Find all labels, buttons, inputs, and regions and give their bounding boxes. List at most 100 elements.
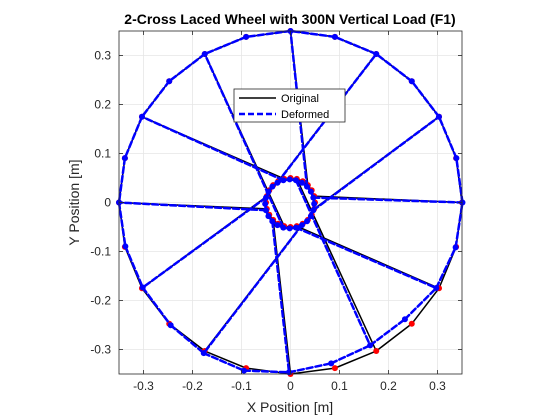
deformed-rim-node bbox=[453, 155, 460, 162]
deformed-rim-node bbox=[331, 33, 338, 40]
deformed-hub-node bbox=[263, 207, 269, 214]
deformed-rim-segment bbox=[333, 35, 378, 56]
deformed-rim-segment bbox=[289, 29, 337, 39]
original-rim-segment bbox=[411, 287, 440, 325]
deformed-hub-node bbox=[307, 213, 314, 220]
deformed-rim-segment bbox=[203, 35, 248, 56]
deformed-spoke bbox=[117, 201, 268, 212]
deformed-rim-segment bbox=[435, 246, 457, 290]
y-axis-label: Y Position [m] bbox=[66, 159, 82, 245]
deformed-spoke bbox=[294, 179, 372, 347]
deformed-rim-segment bbox=[167, 52, 206, 83]
deformed-rim-segment bbox=[287, 362, 333, 374]
deformed-rim-node bbox=[328, 360, 335, 367]
legend-original-label: Original bbox=[281, 93, 319, 105]
deformed-rim-segment bbox=[244, 29, 292, 39]
deformed-rim-segment bbox=[169, 323, 206, 355]
deformed-rim-segment bbox=[403, 286, 438, 321]
deformed-hub-node bbox=[262, 200, 269, 207]
deformed-rim-segment bbox=[202, 351, 246, 372]
y-tick-label: -0.2 bbox=[90, 294, 111, 308]
deformed-hub-node bbox=[292, 224, 299, 231]
deformed-spoke bbox=[271, 220, 291, 374]
deformed-rim-node bbox=[240, 367, 247, 374]
deformed-rim-node bbox=[167, 322, 174, 329]
original-rim-segment bbox=[204, 350, 247, 369]
x-axis-label: X Position [m] bbox=[247, 399, 333, 415]
legend: Original Deformed bbox=[233, 88, 346, 123]
deformed-rim-segment bbox=[329, 344, 372, 365]
deformed-rim-segment bbox=[140, 79, 171, 118]
deformed-rim-segment bbox=[117, 201, 127, 248]
deformed-rim-segment bbox=[141, 286, 172, 327]
deformed-wheel bbox=[116, 28, 466, 376]
deformed-spoke bbox=[294, 226, 438, 290]
deformed-rim-node bbox=[122, 243, 129, 250]
x-tick-label: -0.3 bbox=[133, 379, 154, 393]
deformed-rim-node bbox=[452, 244, 459, 251]
deformed-rim-segment bbox=[124, 245, 145, 289]
x-tick-label: 0.1 bbox=[331, 379, 348, 393]
original-spoke bbox=[296, 178, 377, 352]
deformed-spoke bbox=[203, 52, 285, 229]
legend-box bbox=[233, 88, 346, 123]
deformed-rim-segment bbox=[410, 79, 441, 118]
deformed-hub-node bbox=[280, 224, 287, 231]
legend-deformed-label: Deformed bbox=[281, 109, 329, 121]
deformed-hub-node bbox=[304, 218, 311, 225]
original-rim-segment bbox=[375, 323, 413, 352]
deformed-rim-node bbox=[401, 316, 408, 323]
deformed-rim-segment bbox=[368, 318, 407, 347]
deformed-rim-node bbox=[201, 50, 208, 57]
original-rim-segment bbox=[289, 367, 336, 375]
deformed-hub-node bbox=[286, 176, 293, 183]
x-tick-label: 0.3 bbox=[429, 379, 446, 393]
deformed-hub-node bbox=[311, 200, 318, 207]
deformed-rim-node bbox=[367, 342, 374, 349]
original-rim-segment bbox=[334, 350, 377, 369]
deformed-spoke bbox=[312, 196, 464, 204]
deformed-rim-node bbox=[459, 199, 466, 206]
deformed-hub-node bbox=[292, 177, 299, 184]
grid-lines bbox=[119, 31, 462, 374]
deformed-hub-node bbox=[265, 213, 272, 220]
original-rim-node bbox=[408, 320, 415, 327]
x-tick-label: 0.2 bbox=[380, 379, 397, 393]
deformed-rim-node bbox=[408, 78, 415, 85]
deformed-rim-node bbox=[139, 284, 146, 291]
deformed-hub-node bbox=[274, 222, 281, 229]
x-tick-label: 0 bbox=[287, 379, 294, 393]
deformed-hub-node bbox=[263, 194, 269, 201]
deformed-hub-node bbox=[265, 188, 272, 195]
x-tick-label: -0.1 bbox=[231, 379, 252, 393]
y-tick-label: 0.2 bbox=[94, 98, 111, 112]
original-rim-node bbox=[373, 348, 380, 355]
deformed-rim-node bbox=[138, 113, 145, 120]
deformed-rim-segment bbox=[375, 52, 414, 83]
deformed-hub-node bbox=[310, 207, 317, 214]
deformed-rim-segment bbox=[437, 115, 458, 160]
deformed-spoke bbox=[140, 115, 285, 182]
deformed-rim-node bbox=[200, 350, 207, 357]
deformed-hub-node bbox=[269, 218, 276, 225]
deformed-rim-segment bbox=[123, 115, 144, 160]
deformed-spoke bbox=[141, 196, 268, 289]
deformed-rim-node bbox=[373, 50, 380, 57]
y-tick-label: -0.3 bbox=[90, 343, 111, 357]
deformed-hub-node bbox=[286, 225, 293, 232]
deformed-hub-node bbox=[307, 188, 314, 195]
deformed-rim-segment bbox=[117, 156, 127, 204]
original-rim-node bbox=[331, 365, 338, 372]
deformed-rim-segment bbox=[455, 156, 464, 204]
x-tick-label: -0.2 bbox=[182, 379, 203, 393]
deformed-hub-node bbox=[269, 183, 276, 190]
deformed-hub-node bbox=[304, 183, 311, 190]
axis-ticks: -0.3 -0.2 -0.1 0 0.1 0.2 0.3 -0.3 -0.2 -0.1 0 0.1 0.… bbox=[90, 31, 462, 393]
y-tick-label: 0.3 bbox=[94, 49, 111, 63]
deformed-hub-node bbox=[298, 179, 305, 186]
deformed-rim-node bbox=[121, 155, 128, 162]
deformed-rim-segment bbox=[454, 201, 464, 249]
chart-title: 2-Cross Laced Wheel with 300N Vertical L… bbox=[124, 11, 455, 27]
